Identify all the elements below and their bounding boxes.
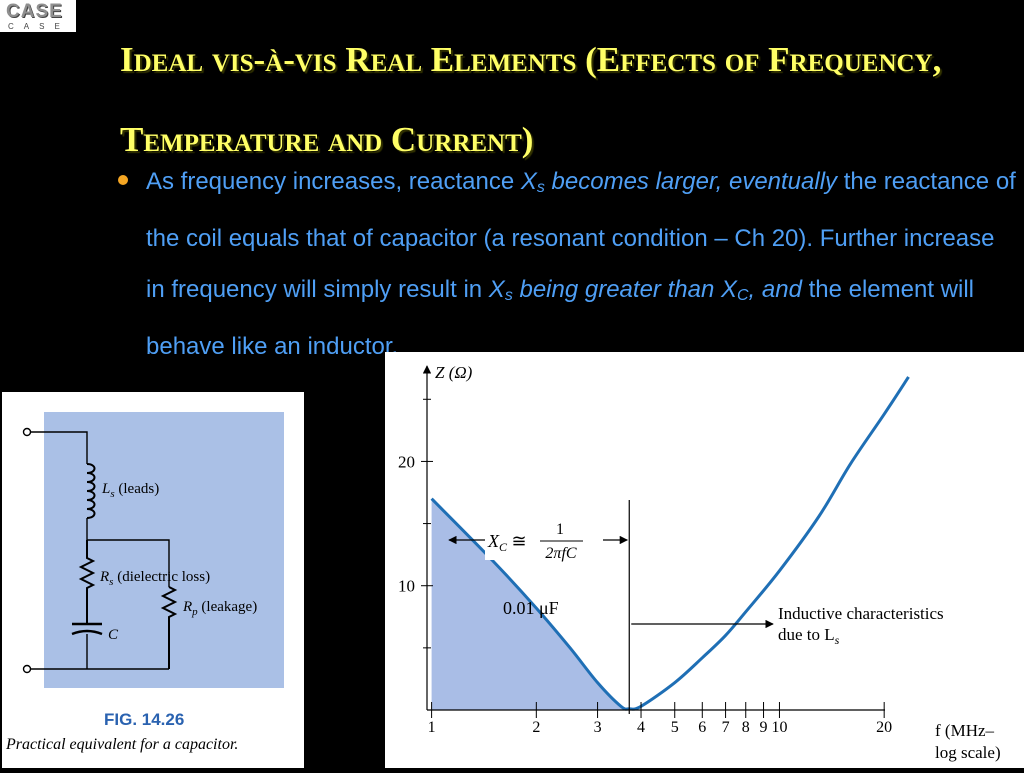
x-tick-label: 1	[428, 719, 436, 736]
bullet-text-italic: being greater than X	[512, 276, 737, 303]
x-tick-label: 9	[760, 719, 768, 736]
inductive-label-line2: due to Ls	[778, 625, 840, 647]
impedance-curve	[430, 376, 910, 711]
terminal-bottom-icon	[22, 664, 32, 674]
bullet-symbol-xs: X	[488, 276, 505, 303]
wire-top	[30, 431, 88, 464]
bullet-symbol-xs: X	[520, 168, 537, 195]
bullet-text-part: As frequency increases, reactance	[146, 168, 521, 195]
logo-main-text: CASE	[6, 1, 63, 22]
inductive-label-line1: Inductive characteristics	[778, 604, 944, 623]
x-tick-label: 2	[532, 719, 540, 736]
label-c: C	[108, 627, 119, 643]
x-axis-label-line1: f (MHz–	[935, 721, 995, 740]
x-tick-label: 8	[742, 719, 750, 736]
figure-number: FIG. 14.26	[104, 710, 185, 729]
bullet-text-italic: , and	[748, 276, 802, 303]
capacitor-plate-bottom-icon	[71, 629, 103, 636]
label-ls: Ls (leads)	[101, 481, 159, 500]
resistor-rp-icon	[160, 586, 178, 669]
y-tick-label: 10	[398, 577, 415, 596]
xc-fraction-denominator: 2πfC	[545, 545, 576, 562]
capacitance-label: 0.01 μF	[503, 598, 559, 618]
label-rs: Rs (dielectric loss)	[99, 569, 210, 588]
logo-sub-text: CASE	[8, 22, 70, 31]
case-logo: CASE CASE	[0, 0, 76, 32]
x-tick-label: 20	[876, 719, 892, 736]
y-axis-label: Z (Ω)	[435, 363, 473, 382]
x-tick-label: 3	[594, 719, 602, 736]
circuit-diagram: Ls (leads) Rs (dielectric loss) Rp (leak…	[22, 427, 257, 674]
xc-formula: XC ≅	[487, 531, 527, 554]
impedance-frequency-chart: 1 2 3 4 5 6 7 8 9 10 20 10 20 Z (Ω) f (MHz– log scale) X…	[385, 352, 1024, 768]
x-tick-label: 4	[637, 719, 645, 736]
bullet-subscript: C	[736, 287, 749, 304]
circuit-background	[44, 412, 284, 688]
label-rp: Rp (leakage)	[182, 599, 257, 618]
xc-fraction-numerator: 1	[556, 521, 564, 538]
bullet-text-italic: becomes larger, eventually	[544, 168, 838, 195]
figure-caption: Practical equivalent for a capacitor.	[6, 736, 239, 753]
x-axis-label-line2: log scale)	[935, 743, 1001, 762]
x-tick-label: 6	[698, 719, 706, 736]
bullet-item: As frequency increases, reactance Xs bec…	[118, 156, 1018, 372]
wire-to-rp	[87, 539, 170, 587]
x-tick-label: 7	[722, 719, 730, 736]
bullet-dot-icon	[118, 175, 128, 185]
x-tick-label: 5	[671, 719, 679, 736]
y-tick-label: 20	[398, 452, 415, 471]
bullet-subscript: s	[504, 287, 513, 304]
bullet-subscript: s	[536, 179, 545, 196]
resistor-rs-icon	[78, 540, 96, 624]
bullet-text-part: the reactance of the coil equals that of…	[146, 168, 1016, 303]
inductor-coil-icon	[86, 463, 96, 519]
slide-title: Ideal vis-à-vis Real Elements (Effects o…	[120, 40, 942, 159]
x-tick-label: 10	[771, 719, 787, 736]
bullet-text-part: the element will behave like an inductor…	[146, 276, 974, 360]
bullet-text: As frequency increases, reactance Xs bec…	[118, 156, 1018, 372]
capacitor-equivalent-figure: Ls (leads) Rs (dielectric loss) Rp (leak…	[2, 392, 304, 768]
capacitive-region-area	[431, 498, 630, 710]
terminal-top-icon	[22, 427, 32, 437]
